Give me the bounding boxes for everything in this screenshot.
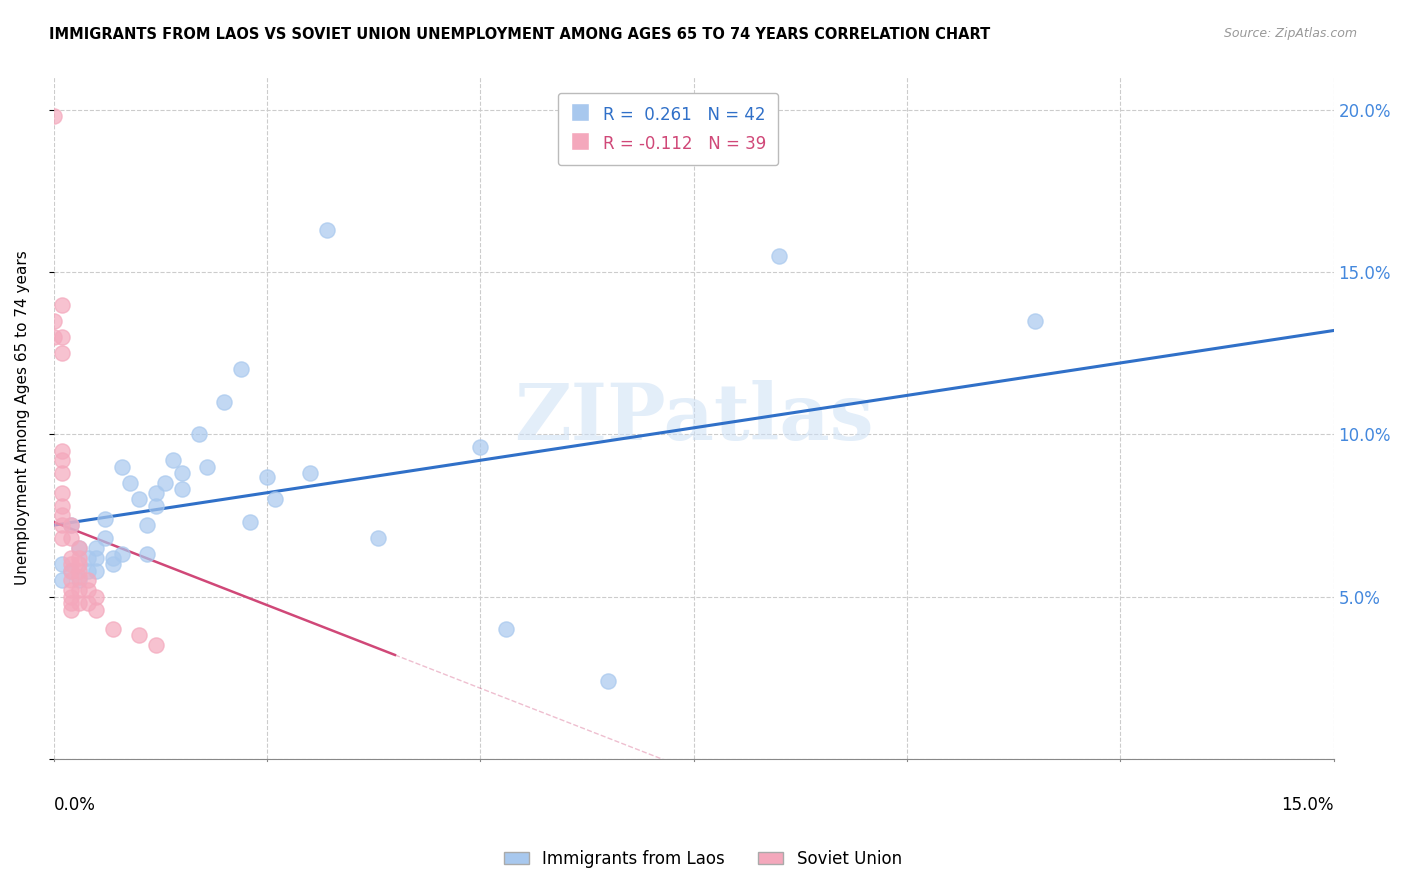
Point	[59, 557, 82, 571]
Point	[145, 485, 167, 500]
Legend: R =  0.261   N = 42, R = -0.112   N = 39: R = 0.261 N = 42, R = -0.112 N = 39	[558, 93, 778, 165]
Point	[51, 467, 73, 481]
Point	[51, 531, 73, 545]
Point	[51, 518, 73, 533]
Point	[59, 518, 82, 533]
Point	[103, 550, 125, 565]
Text: ZIPatlas: ZIPatlas	[513, 380, 873, 456]
Point	[76, 564, 98, 578]
Point	[145, 499, 167, 513]
Point	[94, 531, 117, 545]
Point	[67, 550, 90, 565]
Point	[231, 362, 253, 376]
Legend: Immigrants from Laos, Soviet Union: Immigrants from Laos, Soviet Union	[498, 844, 908, 875]
Point	[170, 467, 193, 481]
Point	[51, 508, 73, 523]
Point	[111, 548, 134, 562]
Point	[195, 459, 218, 474]
Point	[103, 622, 125, 636]
Point	[170, 483, 193, 497]
Point	[67, 541, 90, 555]
Point	[470, 440, 492, 454]
Point	[298, 467, 321, 481]
Point	[76, 596, 98, 610]
Point	[51, 557, 73, 571]
Point	[67, 596, 90, 610]
Point	[59, 574, 82, 588]
Point	[42, 330, 65, 344]
Point	[42, 109, 65, 123]
Point	[111, 459, 134, 474]
Point	[51, 330, 73, 344]
Point	[59, 596, 82, 610]
Point	[51, 499, 73, 513]
Point	[495, 622, 517, 636]
Point	[136, 548, 159, 562]
Point	[239, 515, 262, 529]
Point	[120, 475, 142, 490]
Text: IMMIGRANTS FROM LAOS VS SOVIET UNION UNEMPLOYMENT AMONG AGES 65 TO 74 YEARS CORR: IMMIGRANTS FROM LAOS VS SOVIET UNION UNE…	[49, 27, 990, 42]
Point	[214, 395, 236, 409]
Point	[67, 564, 90, 578]
Point	[136, 518, 159, 533]
Point	[256, 469, 278, 483]
Point	[103, 557, 125, 571]
Point	[153, 475, 176, 490]
Point	[67, 541, 90, 555]
Point	[315, 223, 337, 237]
Point	[67, 557, 90, 571]
Point	[51, 574, 73, 588]
Point	[84, 602, 107, 616]
Point	[84, 550, 107, 565]
Point	[51, 443, 73, 458]
Point	[1024, 314, 1046, 328]
Point	[51, 485, 73, 500]
Point	[128, 492, 150, 507]
Point	[84, 590, 107, 604]
Y-axis label: Unemployment Among Ages 65 to 74 years: Unemployment Among Ages 65 to 74 years	[15, 251, 30, 585]
Point	[51, 297, 73, 311]
Point	[59, 550, 82, 565]
Point	[59, 564, 82, 578]
Point	[76, 583, 98, 598]
Point	[59, 564, 82, 578]
Point	[128, 628, 150, 642]
Point	[67, 583, 90, 598]
Point	[264, 492, 287, 507]
Point	[59, 583, 82, 598]
Point	[162, 453, 184, 467]
Point	[59, 531, 82, 545]
Point	[59, 590, 82, 604]
Point	[768, 249, 790, 263]
Point	[67, 574, 90, 588]
Text: 0.0%: 0.0%	[53, 797, 96, 814]
Point	[84, 564, 107, 578]
Point	[145, 638, 167, 652]
Text: 15.0%: 15.0%	[1281, 797, 1334, 814]
Point	[367, 531, 389, 545]
Point	[59, 518, 82, 533]
Point	[42, 314, 65, 328]
Point	[67, 570, 90, 584]
Point	[187, 427, 209, 442]
Point	[76, 550, 98, 565]
Text: Source: ZipAtlas.com: Source: ZipAtlas.com	[1223, 27, 1357, 40]
Point	[59, 602, 82, 616]
Point	[51, 453, 73, 467]
Point	[94, 511, 117, 525]
Point	[51, 346, 73, 360]
Point	[76, 574, 98, 588]
Point	[84, 541, 107, 555]
Point	[598, 673, 620, 688]
